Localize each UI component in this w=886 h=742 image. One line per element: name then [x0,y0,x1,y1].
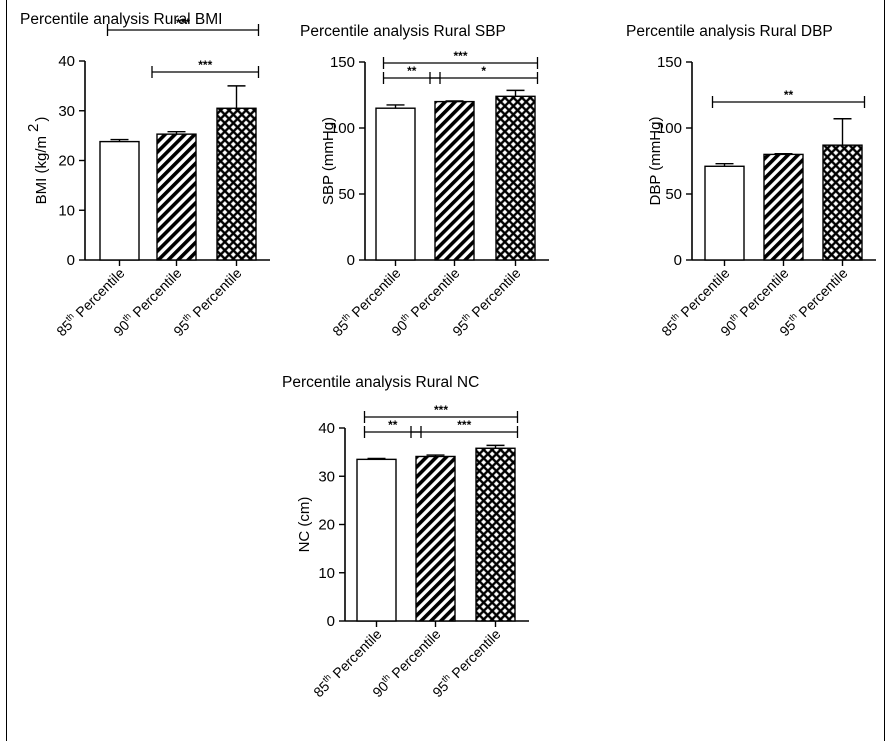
y-axis-label: BMI (kg/m2) [25,117,50,205]
chart-title: Percentile analysis Rural BMI [20,11,222,28]
y-tick-label: 100 [330,120,355,137]
y-tick-label: 150 [657,54,682,71]
y-tick-label: 0 [67,252,75,269]
bar-hatched [156,133,197,261]
significance-label: *** [457,418,471,432]
chart-panel-2: Percentile analysis Rural SBP SBP (mmHg) 0… [300,23,549,339]
bar-crosshatched [475,447,516,622]
chart-title: Percentile analysis Rural NC [282,374,479,391]
bar-crosshatched [216,107,257,261]
y-tick-label: 150 [330,54,355,71]
bar-plain [99,140,140,261]
y-tick-label: 10 [58,202,75,219]
bar-crosshatched [822,144,863,261]
significance-bracket: *** [106,16,260,36]
y-axis-label: DBP (mmHg) [647,117,664,206]
significance-label: ** [784,88,794,102]
significance-label: *** [434,403,448,417]
y-axis-label: NC (cm) [296,497,313,553]
y-tick-label: 0 [347,252,355,269]
significance-label: *** [198,58,212,72]
y-tick-label: 0 [674,252,682,269]
y-axis-label: SBP (mmHg) [320,117,337,205]
bar-plain [704,165,745,261]
significance-bracket: ** [711,88,866,108]
y-tick-label: 100 [657,120,682,137]
significance-bracket: ** [363,418,422,438]
y-tick-label: 20 [58,153,75,170]
y-tick-label: 10 [318,565,335,582]
bar-hatched [763,153,804,261]
y-tick-label: 40 [318,420,335,437]
significance-label: *** [453,49,467,63]
significance-bracket: *** [151,58,260,78]
figure-frame [6,0,885,741]
significance-label: ** [407,64,417,78]
significance-bracket: *** [363,403,519,423]
bar-crosshatched [495,95,536,261]
y-tick-label: 50 [665,186,682,203]
significance-bracket: * [429,64,539,84]
bar-plain [375,107,416,261]
chart-panel-4: Percentile analysis Rural NC NC (cm) 0 10 20… [282,374,529,700]
chart-panel-1: Percentile analysis Rural BMI BMI (kg/m2)… [20,11,270,339]
significance-label: *** [176,16,190,30]
significance-bracket: *** [410,418,519,438]
chart-title: Percentile analysis Rural SBP [300,23,506,40]
y-tick-label: 0 [327,613,335,630]
significance-bracket: ** [382,64,441,84]
y-tick-label: 20 [318,517,335,534]
y-tick-label: 40 [58,53,75,70]
y-tick-label: 30 [58,103,75,120]
bar-hatched [415,455,456,622]
significance-label: * [481,64,486,78]
y-tick-label: 50 [338,186,355,203]
bar-plain [356,458,397,622]
chart-title: Percentile analysis Rural DBP [626,23,833,40]
chart-panel-3: Percentile analysis Rural DBP DBP (mmHg) 0… [626,23,876,339]
bar-hatched [434,100,475,261]
significance-bracket: *** [382,49,539,69]
y-tick-label: 30 [318,468,335,485]
significance-label: ** [388,418,398,432]
